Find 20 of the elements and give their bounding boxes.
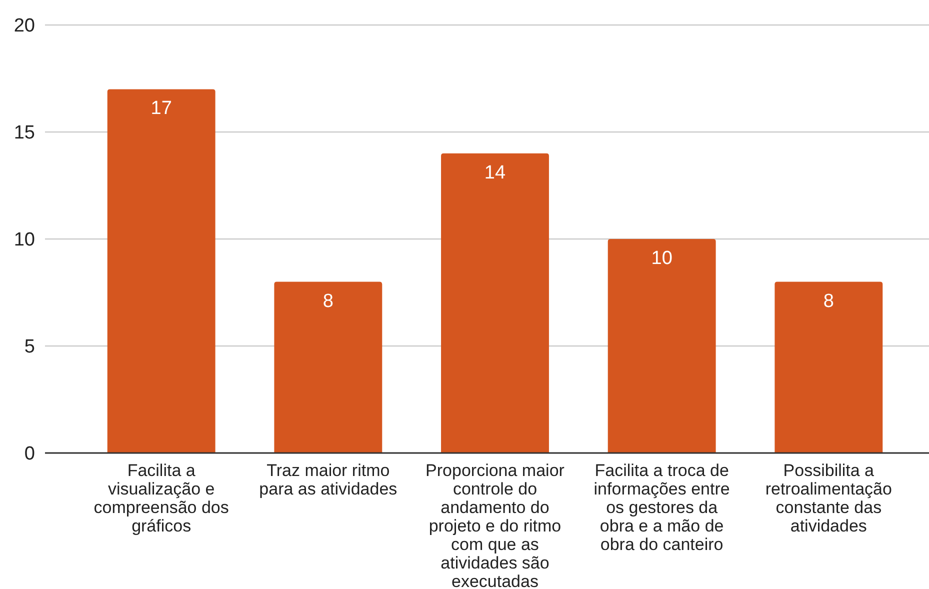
y-tick-label: 5 (24, 336, 35, 358)
bar (107, 89, 216, 453)
data-label: 14 (484, 162, 506, 184)
data-label: 10 (651, 248, 672, 269)
y-tick-label: 10 (14, 230, 35, 250)
data-label: 8 (823, 290, 834, 312)
bar (274, 282, 382, 453)
x-tick-label: Facilita a visualização e compreensão dos gráficos (94, 461, 229, 536)
bar (441, 153, 549, 453)
y-tick-label: 15 (14, 122, 35, 144)
x-tick-label: Traz maior ritmo para as atividades (259, 461, 398, 498)
data-label: 17 (150, 98, 172, 120)
x-tick-label: Facilita a troca de informações entre os gestores da obra e a mão de obra do canteiro (594, 461, 730, 554)
x-tick-label: Proporciona maior controle do andamento do projeto e do ritmo com que as atividades são executadas (426, 461, 565, 589)
y-tick-label: 20 (14, 16, 35, 36)
bar (608, 239, 716, 453)
data-label: 8 (322, 290, 334, 312)
y-tick-label: 0 (24, 444, 35, 464)
bar (774, 282, 883, 453)
x-tick-label: Possibilita a retroalimentação constante das atividades (765, 461, 892, 536)
